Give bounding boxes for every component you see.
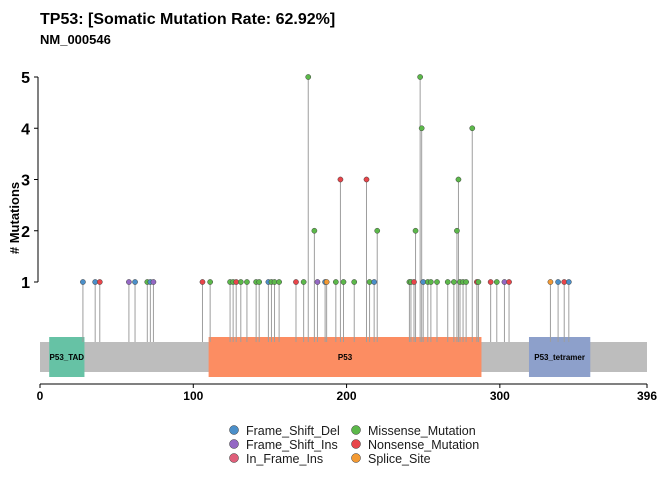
lollipop-head — [293, 279, 299, 285]
y-axis-label: # Mutations — [7, 182, 22, 254]
lollipop-head — [314, 279, 321, 285]
lollipop-head — [340, 279, 347, 285]
lollipop-head — [126, 279, 132, 285]
x-tick-label: 396 — [637, 389, 657, 403]
lollipop-head — [493, 279, 500, 285]
legend: Frame_Shift_DelFrame_Shift_InsIn_Frame_I… — [229, 424, 479, 466]
lollipop-head — [96, 279, 103, 285]
y-tick-label: 4 — [21, 121, 30, 138]
legend-label: Frame_Shift_Ins — [246, 438, 338, 452]
lollipop-head — [337, 176, 344, 183]
lollipop-head — [276, 279, 282, 285]
lollipop-head — [418, 125, 425, 132]
domain-label: P53 — [338, 353, 353, 362]
lollipop-head — [237, 279, 244, 285]
lollipop-head — [80, 279, 86, 285]
lollipop-head — [469, 125, 476, 132]
lollipop-head — [411, 279, 417, 285]
domain-p53-tetramer — [528, 337, 591, 377]
y-tick-label: 1 — [21, 275, 30, 292]
x-tick-label: 200 — [337, 389, 357, 403]
protein-backbone-layer: P53_TAD P53 P53_tetramer — [40, 337, 647, 377]
lollipop-head — [300, 279, 307, 285]
legend-swatch — [351, 453, 361, 463]
legend-swatch — [229, 425, 239, 435]
lollipop-head — [444, 279, 451, 285]
legend-label: Frame_Shift_Del — [246, 424, 340, 438]
lollipop-head — [323, 279, 330, 285]
x-tick-label: 0 — [37, 389, 44, 403]
lollipop-head — [311, 227, 318, 234]
y-tick-label: 2 — [21, 224, 30, 241]
lollipop-head — [506, 279, 512, 285]
y-tick-label: 5 — [21, 70, 30, 87]
lollipop-head — [371, 279, 378, 285]
lollipop-head — [412, 227, 419, 234]
x-tick-label: 100 — [183, 389, 203, 403]
domain-label: P53_TAD — [50, 353, 85, 362]
lollipop-head — [150, 279, 157, 285]
lollipop-head — [363, 176, 370, 183]
domain-p53-tad — [49, 337, 85, 377]
axes: 1 2 3 4 5 0 100 200 300 396 — [21, 70, 657, 403]
legend-swatch — [229, 439, 239, 449]
lollipop-head — [207, 279, 213, 285]
lollipop-head — [487, 279, 494, 285]
lollipop-head — [332, 279, 339, 285]
domain-label: P53_tetramer — [534, 353, 585, 362]
lollipop-stems — [82, 77, 570, 342]
lollipop-head — [454, 227, 460, 234]
lollipop-head — [417, 74, 423, 80]
lollipop-head — [463, 279, 469, 285]
lollipop-head — [455, 176, 462, 183]
lollipop-head — [555, 279, 561, 285]
lollipop-heads — [80, 74, 572, 285]
lollipop-head — [351, 279, 358, 285]
legend-label: In_Frame_Ins — [246, 452, 323, 466]
lollipop-head — [547, 279, 554, 285]
lollipop-head — [256, 279, 263, 285]
lollipop-head — [475, 279, 482, 285]
lollipop-head — [451, 279, 457, 285]
lollipop-head — [305, 74, 312, 80]
lollipop-head — [428, 279, 434, 285]
y-tick-label: 3 — [21, 173, 30, 190]
chart-title: TP53: [Somatic Mutation Rate: 62.92%] — [40, 11, 335, 28]
domain-p53 — [208, 337, 482, 377]
legend-label: Nonsense_Mutation — [368, 438, 479, 452]
lollipop-head — [374, 227, 381, 234]
legend-label: Splice_Site — [368, 452, 431, 466]
lollipop-head — [132, 279, 138, 285]
lollipop-head — [434, 279, 440, 285]
legend-label: Missense_Mutation — [368, 424, 476, 438]
x-tick-label: 300 — [490, 389, 510, 403]
chart-subtitle: NM_000546 — [40, 32, 111, 47]
lollipop-head — [565, 279, 572, 285]
lollipop-head — [244, 279, 250, 285]
legend-swatch — [351, 425, 361, 435]
legend-swatch — [229, 453, 239, 463]
legend-swatch — [351, 439, 361, 449]
lollipop-head — [199, 279, 206, 285]
